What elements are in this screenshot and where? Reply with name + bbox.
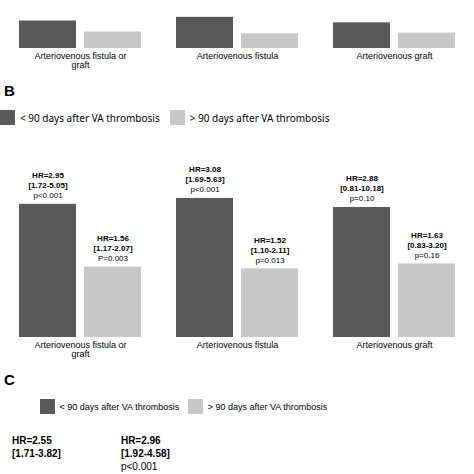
svg-text:HR=1.56: HR=1.56 <box>97 234 129 243</box>
svg-text:[0.83-3.20]: [0.83-3.20] <box>407 241 446 250</box>
html-text:[1.71-3.82]: [1.71-3.82] <box>12 447 61 459</box>
svg-text:Arteriovenous fistula: Arteriovenous fistula <box>197 340 279 350</box>
html-text:> 90 days after VA thrombosis: > 90 days after VA thrombosis <box>189 110 330 125</box>
html-text:> 90 days after VA thrombosis: > 90 days after VA thrombosis <box>207 401 328 412</box>
svg-text:Arteriovenous fistula orgraft: Arteriovenous fistula orgraft <box>34 51 126 70</box>
html-text:p<0.001: p<0.001 <box>120 460 158 472</box>
svg-text:p=0.013: p=0.013 <box>255 256 285 265</box>
svg-text:HR=1.63: HR=1.63 <box>411 231 443 240</box>
html-text:[1.92-4.58]: [1.92-4.58] <box>120 447 170 459</box>
svg-text:HR=2.88: HR=2.88 <box>346 174 378 183</box>
svg-text:Arteriovenous graft: Arteriovenous graft <box>356 51 433 61</box>
html-text:B: B <box>4 82 15 99</box>
svg-text:[1.69-5.63]: [1.69-5.63] <box>185 175 224 184</box>
html-text:C: C <box>4 371 15 388</box>
svg-text:p<0.001: p<0.001 <box>190 185 220 194</box>
html-text:< 90 days after VA thrombosis: < 90 days after VA thrombosis <box>59 401 180 412</box>
svg-text:HR=1.52: HR=1.52 <box>254 236 286 245</box>
html-text:HR=2.96: HR=2.96 <box>120 434 161 446</box>
svg-text:p=0.16: p=0.16 <box>415 251 440 260</box>
svg-text:p<0.001: p<0.001 <box>33 191 63 200</box>
svg-text:p=0.10: p=0.10 <box>350 194 375 203</box>
html-text:< 90 days after VA thrombosis: < 90 days after VA thrombosis <box>20 110 160 125</box>
svg-text:HR=2.95: HR=2.95 <box>32 171 64 180</box>
svg-text:Arteriovenous fistula: Arteriovenous fistula <box>197 51 279 61</box>
svg-text:Arteriovenous graft: Arteriovenous graft <box>356 340 433 350</box>
svg-text:[1.17-2.07]: [1.17-2.07] <box>93 244 132 253</box>
svg-text:[0.81-10.18]: [0.81-10.18] <box>340 184 384 193</box>
svg-text:[1.10-2.11]: [1.10-2.11] <box>251 246 290 255</box>
svg-text:HR=3.08: HR=3.08 <box>189 165 221 174</box>
html-text:HR=2.55: HR=2.55 <box>12 434 52 446</box>
svg-text:P=0.003: P=0.003 <box>98 254 129 263</box>
svg-text:Arteriovenous fistula orgraft: Arteriovenous fistula orgraft <box>34 340 126 359</box>
svg-text:[1.72-5.05]: [1.72-5.05] <box>28 181 67 190</box>
